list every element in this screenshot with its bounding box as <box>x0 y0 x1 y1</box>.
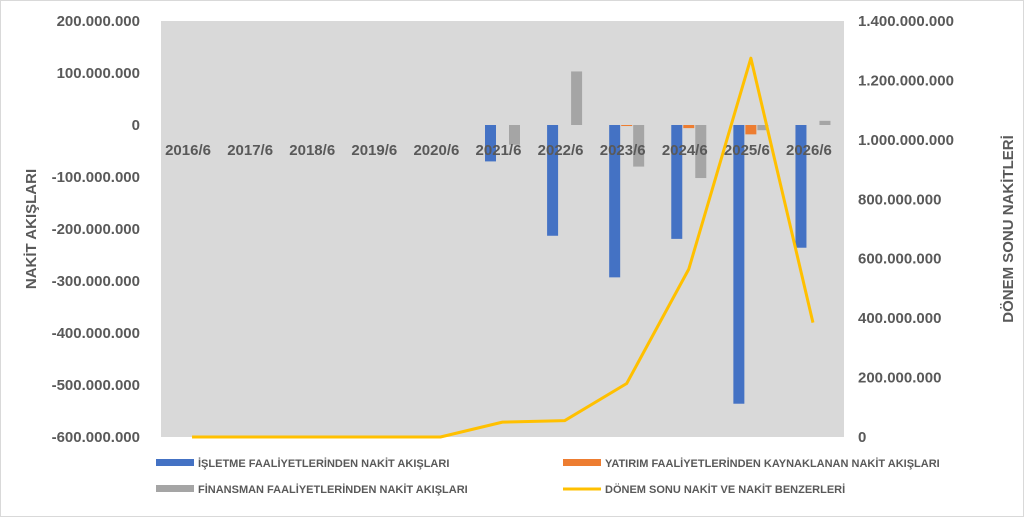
right-axis-title: DÖNEM SONU NAKİTLERİ <box>1000 135 1017 323</box>
left-tick-label: -100.000.000 <box>52 169 140 186</box>
category-label: 2018/6 <box>289 142 335 159</box>
category-labels: 2016/6 2017/6 2018/6 2019/6 2020/6 2021/6 2022… <box>165 142 832 159</box>
category-label: 2020/6 <box>413 142 459 159</box>
right-tick-label: 600.000.000 <box>858 251 941 268</box>
category-label: 2024/6 <box>662 142 708 159</box>
category-label: 2026/6 <box>786 142 832 159</box>
left-tick-label: -600.000.000 <box>52 429 140 446</box>
bar-2023-6-s1 <box>621 125 632 126</box>
legend-label: FİNANSMAN FAALİYETLERİNDEN NAKİT AKIŞLAR… <box>198 483 468 496</box>
bar-2024-6-s1 <box>683 125 694 128</box>
category-label: 2017/6 <box>227 142 273 159</box>
category-label: 2023/6 <box>600 142 646 159</box>
right-axis-ticks: 1.400.000.000 1.200.000.000 1.000.000.000 8… <box>858 13 954 446</box>
left-tick-label: -400.000.000 <box>52 325 140 342</box>
category-label: 2022/6 <box>538 142 584 159</box>
legend-swatch <box>563 459 601 466</box>
bar-2026-6-s2 <box>819 121 830 125</box>
bar-2025-6-s0 <box>733 125 744 404</box>
right-tick-label: 1.000.000.000 <box>858 132 954 149</box>
category-label: 2021/6 <box>476 142 522 159</box>
legend-swatch <box>156 485 194 492</box>
legend: İŞLETME FAALİYETLERİNDEN NAKİT AKIŞLARI Y… <box>156 457 940 496</box>
bar-2022-6-s2 <box>571 71 582 125</box>
right-tick-label: 0 <box>858 429 866 446</box>
legend-swatch <box>156 459 194 466</box>
legend-label: YATIRIM FAALİYETLERİNDEN KAYNAKLANAN NAK… <box>605 457 940 470</box>
left-axis-ticks: 200.000.000 100.000.000 0 -100.000.000 -200.… <box>52 13 140 446</box>
left-tick-label: -500.000.000 <box>52 377 140 394</box>
right-tick-label: 400.000.000 <box>858 310 941 327</box>
legend-label: İŞLETME FAALİYETLERİNDEN NAKİT AKIŞLARI <box>198 457 449 470</box>
left-axis-title: NAKİT AKIŞLARI <box>23 169 40 289</box>
left-tick-label: 0 <box>132 117 140 134</box>
left-tick-label: -200.000.000 <box>52 221 140 238</box>
right-tick-label: 800.000.000 <box>858 191 941 208</box>
right-tick-label: 1.400.000.000 <box>858 13 954 30</box>
category-label: 2025/6 <box>724 142 770 159</box>
category-label: 2016/6 <box>165 142 211 159</box>
left-tick-label: 100.000.000 <box>57 65 140 82</box>
right-tick-label: 1.200.000.000 <box>858 72 954 89</box>
right-tick-label: 200.000.000 <box>858 370 941 387</box>
left-tick-label: 200.000.000 <box>57 13 140 30</box>
legend-label: DÖNEM SONU NAKİT VE NAKİT BENZERLERİ <box>605 483 845 496</box>
category-label: 2019/6 <box>351 142 397 159</box>
bar-2025-6-s1 <box>745 125 756 134</box>
left-tick-label: -300.000.000 <box>52 273 140 290</box>
